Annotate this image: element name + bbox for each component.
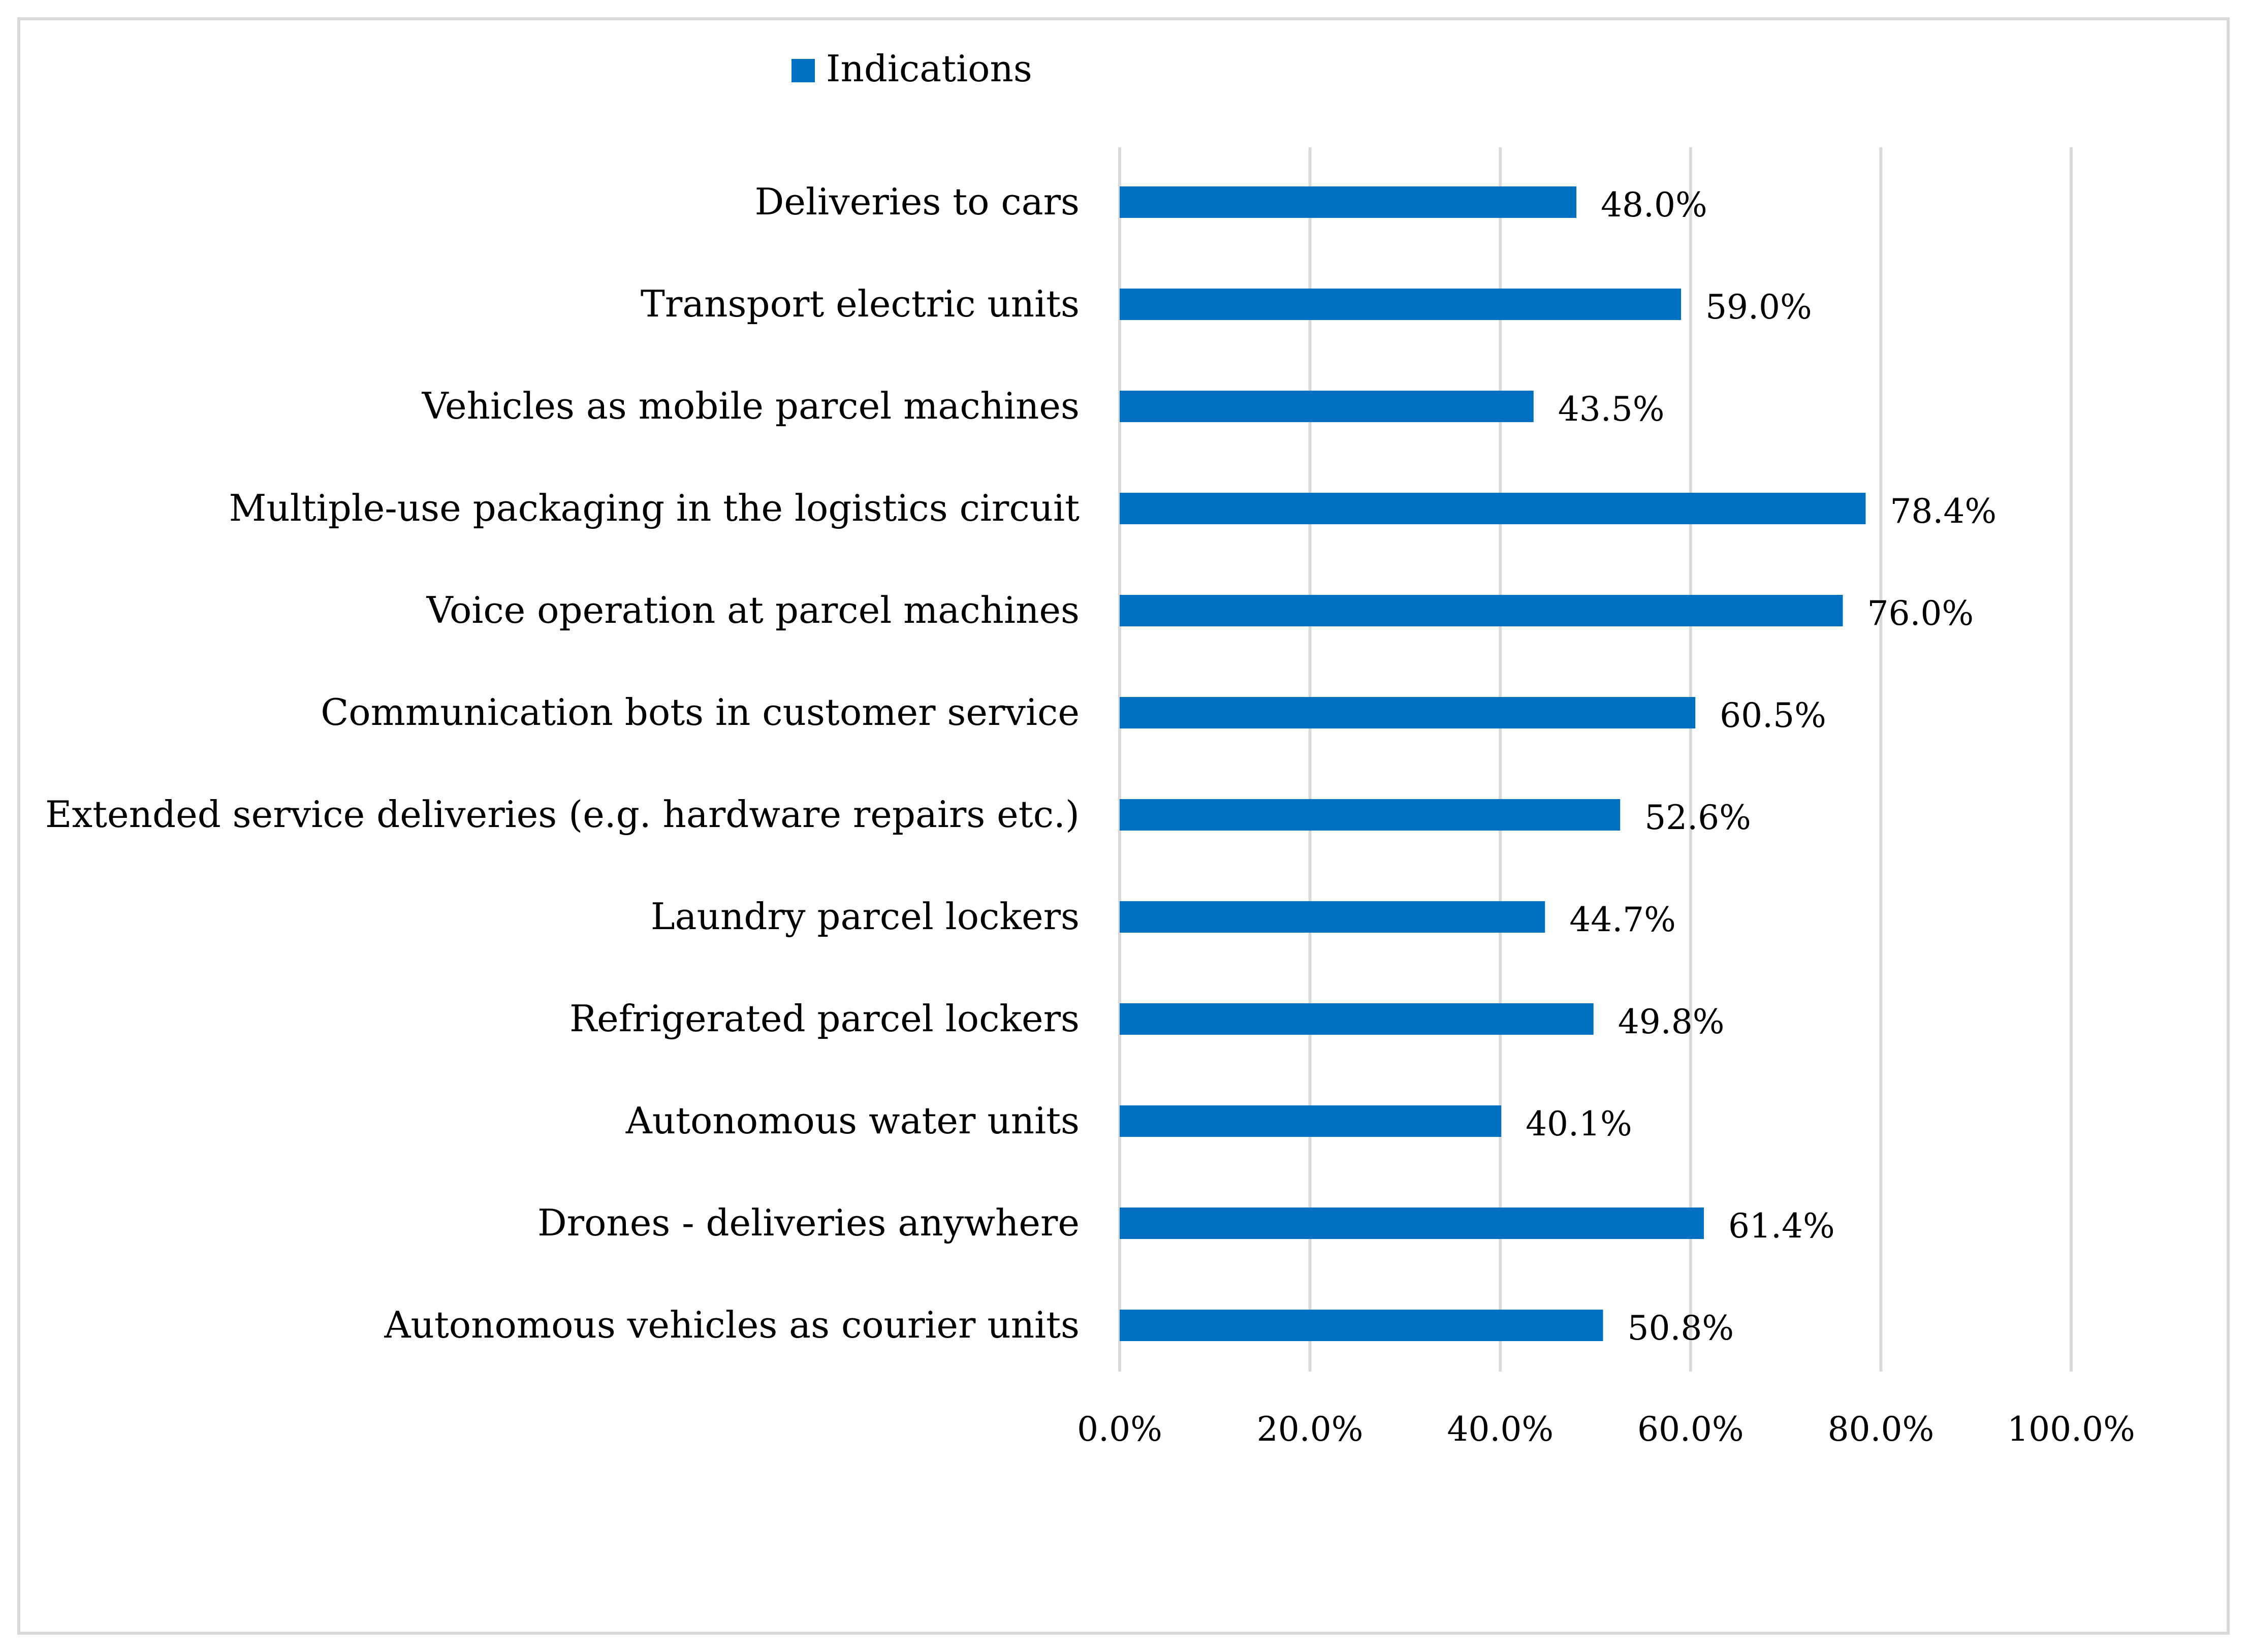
legend-swatch	[791, 59, 815, 82]
bar	[1120, 595, 1843, 626]
category-label: Communication bots in customer service	[321, 691, 1080, 734]
gridlines	[1118, 147, 2073, 1372]
category-label: Multiple-use packaging in the logistics …	[229, 487, 1080, 529]
value-label: 48.0%	[1601, 185, 1707, 225]
category-label: Extended service deliveries (e.g. hardwa…	[45, 793, 1080, 836]
category-label: Autonomous vehicles as courier units	[384, 1304, 1080, 1346]
value-label: 61.4%	[1728, 1206, 1835, 1246]
value-label: 76.0%	[1867, 594, 1974, 633]
category-label: Autonomous water units	[625, 1099, 1080, 1142]
bar	[1120, 1310, 1603, 1341]
value-label: 40.1%	[1526, 1104, 1632, 1143]
bar	[1120, 289, 1682, 320]
value-label: 43.5%	[1558, 390, 1665, 429]
x-tick-label: 0.0%	[1077, 1410, 1162, 1449]
value-label: 50.8%	[1627, 1309, 1734, 1348]
value-label: 44.7%	[1569, 900, 1676, 939]
value-label: 60.5%	[1720, 696, 1826, 735]
x-axis-ticks: 0.0% 20.0% 40.0% 60.0% 80.0% 100.0%	[1077, 1410, 2135, 1449]
value-label: 59.0%	[1705, 288, 1812, 327]
bar	[1120, 799, 1621, 831]
category-label: Laundry parcel lockers	[651, 895, 1080, 938]
value-label: 49.8%	[1618, 1002, 1725, 1041]
value-labels: 48.0% 59.0% 43.5% 78.4% 76.0% 60.5% 52.6% 44.7%…	[1526, 185, 1997, 1348]
x-tick-label: 40.0%	[1447, 1410, 1554, 1449]
category-label: Drones - deliveries anywhere	[537, 1201, 1080, 1244]
bars	[1120, 186, 1866, 1341]
value-label: 78.4%	[1890, 492, 1997, 531]
category-label: Vehicles as mobile parcel machines	[422, 385, 1080, 427]
category-label: Transport electric units	[641, 282, 1080, 325]
bar	[1120, 186, 1577, 218]
bar	[1120, 901, 1545, 933]
x-tick-label: 60.0%	[1637, 1410, 1744, 1449]
x-tick-label: 20.0%	[1257, 1410, 1364, 1449]
bar	[1120, 1105, 1502, 1137]
category-labels: Deliveries to cars Transport electric uni…	[45, 180, 1080, 1346]
bar	[1120, 1208, 1704, 1239]
bar	[1120, 493, 1866, 524]
bar	[1120, 1003, 1594, 1035]
legend: Indications	[791, 47, 1032, 90]
bar	[1120, 391, 1534, 422]
category-label: Voice operation at parcel machines	[426, 589, 1080, 631]
bar	[1120, 697, 1696, 728]
category-label: Refrigerated parcel lockers	[569, 997, 1080, 1040]
x-tick-label: 80.0%	[1828, 1410, 1935, 1449]
legend-label: Indications	[826, 47, 1032, 90]
x-tick-label: 100.0%	[2007, 1410, 2135, 1449]
category-label: Deliveries to cars	[755, 180, 1080, 223]
value-label: 52.6%	[1644, 798, 1751, 837]
